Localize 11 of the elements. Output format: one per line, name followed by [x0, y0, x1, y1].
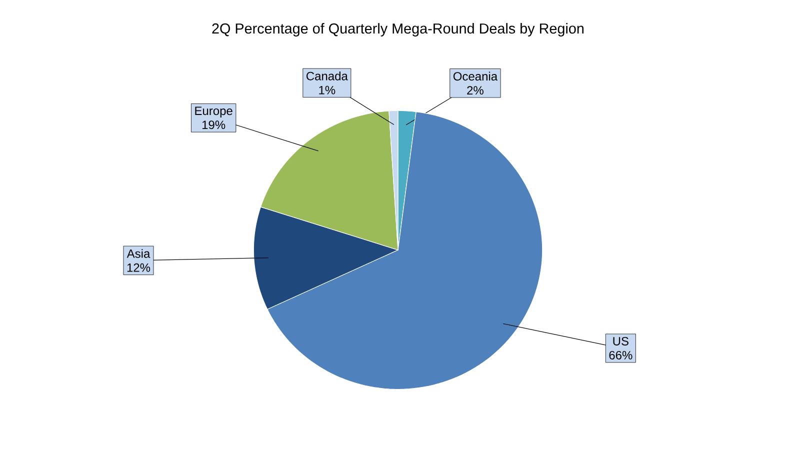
slice-label: Europe — [195, 106, 232, 118]
slice-label: Oceania — [453, 72, 498, 81]
data-label: 12% — [127, 263, 150, 272]
data-label: 19% — [202, 120, 226, 130]
data-label: 2% — [467, 86, 484, 95]
slice-label: Asia — [126, 249, 150, 258]
slice-label: Canada — [306, 72, 348, 80]
chart-title: 2Q Percentage of Quarterly Mega-Round Deals by Region — [212, 23, 584, 36]
slice-label: US — [613, 336, 628, 346]
data-label: 1% — [319, 86, 336, 94]
data-label: 66% — [609, 350, 632, 360]
